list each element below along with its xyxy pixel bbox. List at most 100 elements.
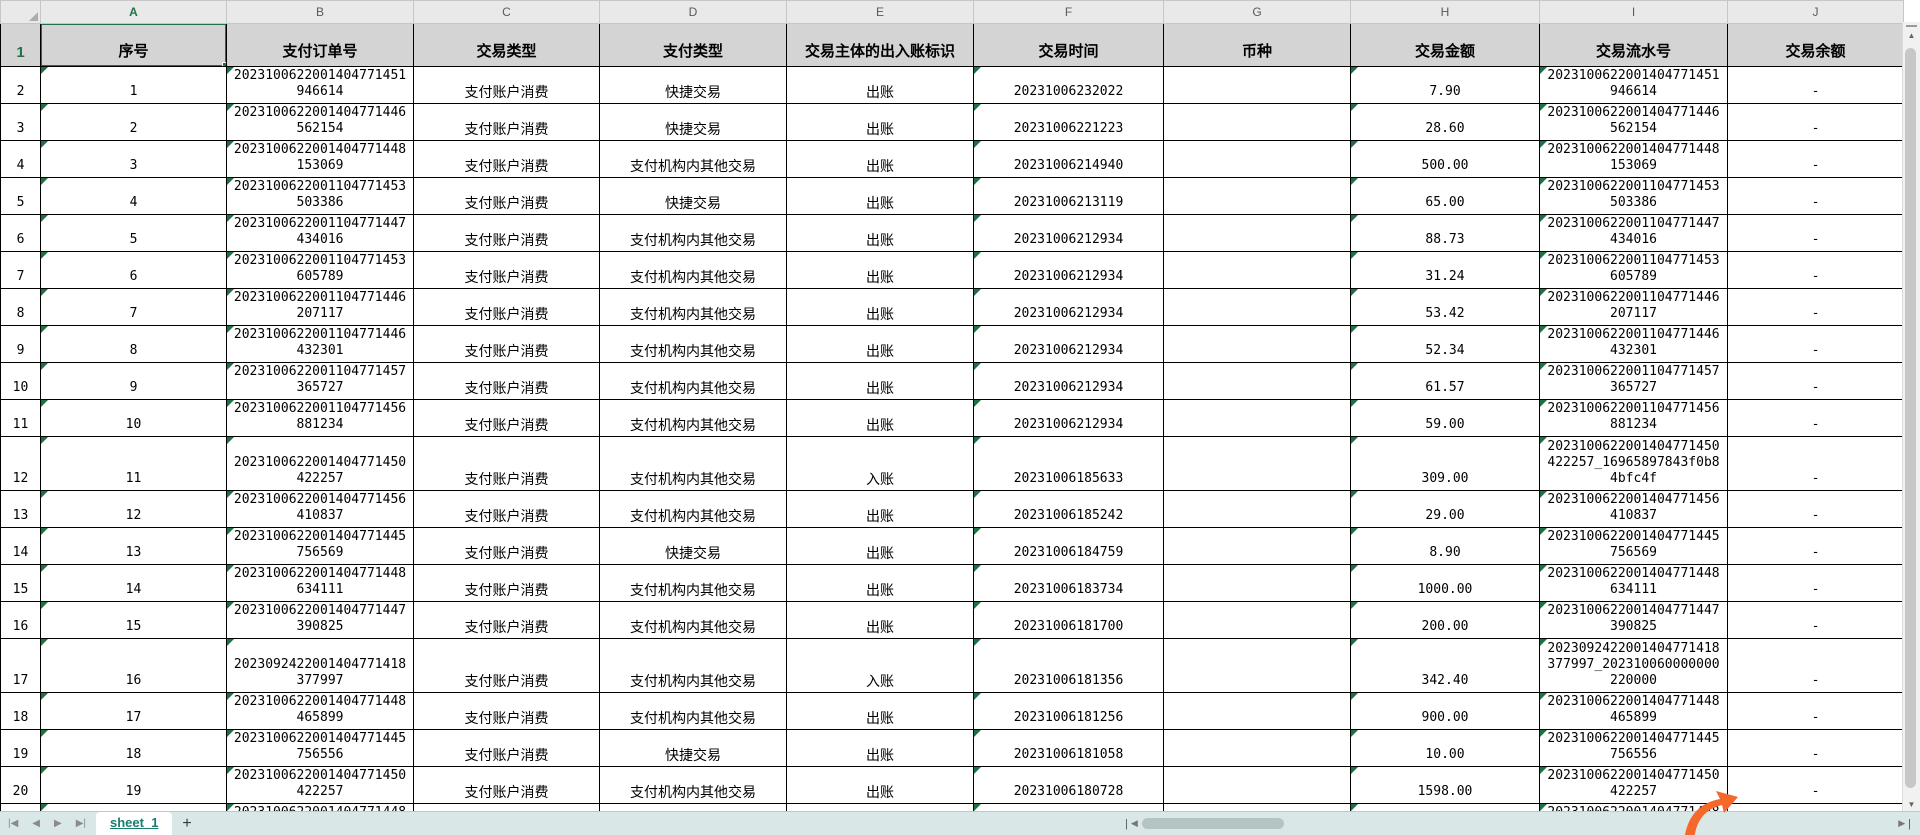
cell-pay-type[interactable]: 支付机构内其他交易: [599, 436, 787, 491]
cell-balance[interactable]: -: [1727, 288, 1904, 326]
col-header-J[interactable]: J: [1727, 0, 1904, 24]
cell-txn-type[interactable]: 支付账户消费: [413, 692, 600, 730]
cell-order-no[interactable]: 2023092422001404771418377997: [226, 638, 414, 693]
cell-order-no[interactable]: 2023100622001104771453503386: [226, 177, 414, 215]
cell-txn-type[interactable]: 支付账户消费: [413, 490, 600, 528]
cell-flow-no[interactable]: 2023100622001404771448634111: [1539, 564, 1728, 602]
header-txn-type[interactable]: 交易类型: [413, 23, 600, 67]
row-number[interactable]: 5: [0, 177, 41, 215]
cell-amount[interactable]: 10.00: [1350, 729, 1540, 767]
cell-flow-no[interactable]: 2023100622001404771450422257: [1539, 766, 1728, 804]
header-flow-no[interactable]: 交易流水号: [1539, 23, 1728, 67]
cell-amount[interactable]: 1000.00: [1350, 564, 1540, 602]
cell-seq[interactable]: 6: [40, 251, 227, 289]
row-number[interactable]: 2: [0, 66, 41, 104]
cell-txn-time[interactable]: 20231006180728: [973, 766, 1164, 804]
cell-pay-type[interactable]: 支付机构内其他交易: [599, 766, 787, 804]
cell-seq[interactable]: 12: [40, 490, 227, 528]
cell-balance[interactable]: -: [1727, 325, 1904, 363]
cell-direction[interactable]: 出账: [786, 399, 974, 437]
cell-order-no[interactable]: 2023100622001404771446562154: [226, 103, 414, 141]
cell-direction[interactable]: 出账: [786, 362, 974, 400]
cell-currency[interactable]: [1163, 399, 1351, 437]
cell-currency[interactable]: [1163, 177, 1351, 215]
cell-seq[interactable]: 10: [40, 399, 227, 437]
cell-txn-type[interactable]: 支付账户消费: [413, 729, 600, 767]
cell-balance[interactable]: -: [1727, 729, 1904, 767]
cell-direction[interactable]: 出账: [786, 251, 974, 289]
cell-txn-type[interactable]: 支付账户消费: [413, 103, 600, 141]
row-number[interactable]: 10: [0, 362, 41, 400]
cell-txn-time[interactable]: 20231006214940: [973, 140, 1164, 178]
cell-amount[interactable]: 65.00: [1350, 177, 1540, 215]
horizontal-scroll-thumb[interactable]: [1141, 818, 1284, 829]
sheet-tab-active[interactable]: sheet_1: [96, 812, 173, 835]
cell-amount[interactable]: 61.57: [1350, 362, 1540, 400]
col-header-D[interactable]: D: [599, 0, 787, 24]
next-sheet-icon[interactable]: ▶: [54, 818, 62, 829]
col-header-A[interactable]: A: [40, 0, 227, 24]
cell-order-no[interactable]: 2023100622001104771453605789: [226, 251, 414, 289]
row-number[interactable]: 9: [0, 325, 41, 363]
cell-flow-no[interactable]: 2023100622001104771453605789: [1539, 251, 1728, 289]
cell-amount[interactable]: 500.00: [1350, 140, 1540, 178]
cell-order-no[interactable]: 2023100622001404771450422257: [226, 436, 414, 491]
cell-direction[interactable]: 出账: [786, 66, 974, 104]
cell-order-no[interactable]: 2023100622001104771446207117: [226, 288, 414, 326]
cell-txn-time[interactable]: 20231006185633: [973, 436, 1164, 491]
cell-seq[interactable]: 14: [40, 564, 227, 602]
col-header-C[interactable]: C: [413, 0, 600, 24]
cell-order-no[interactable]: 2023100622001404771448153069: [226, 140, 414, 178]
cell-balance[interactable]: -: [1727, 66, 1904, 104]
cell-txn-time[interactable]: 20231006181256: [973, 692, 1164, 730]
cell-currency[interactable]: [1163, 601, 1351, 639]
cell-flow-no[interactable]: 2023100622001404771451946614: [1539, 66, 1728, 104]
cell-flow-no[interactable]: 2023100622001404771450422257_16965897843…: [1539, 436, 1728, 491]
cell-order-no[interactable]: 2023100622001404771445756569: [226, 527, 414, 565]
cell-amount[interactable]: 53.42: [1350, 288, 1540, 326]
cell-txn-type[interactable]: 支付账户消费: [413, 638, 600, 693]
row-number[interactable]: 19: [0, 729, 41, 767]
cell-amount[interactable]: 29.00: [1350, 490, 1540, 528]
cell-balance[interactable]: -: [1727, 490, 1904, 528]
cell-currency[interactable]: [1163, 436, 1351, 491]
cell-pay-type[interactable]: 支付机构内其他交易: [599, 490, 787, 528]
cell-order-no[interactable]: 2023100622001404771450422257: [226, 766, 414, 804]
cell-A1-selected[interactable]: 序号: [40, 23, 227, 67]
cell-currency[interactable]: [1163, 362, 1351, 400]
scroll-right-icon[interactable]: ▶: [1898, 818, 1906, 828]
cell-pay-type[interactable]: 支付机构内其他交易: [599, 399, 787, 437]
cell-direction[interactable]: 入账: [786, 436, 974, 491]
cell-flow-no[interactable]: 2023092422001404771418377997_20231006000…: [1539, 638, 1728, 693]
cell-order-no[interactable]: 2023100622001404771448634111: [226, 564, 414, 602]
cell-pay-type[interactable]: 支付机构内其他交易: [599, 214, 787, 252]
row-number[interactable]: 8: [0, 288, 41, 326]
cell-seq[interactable]: 13: [40, 527, 227, 565]
cell-txn-type[interactable]: 支付账户消费: [413, 564, 600, 602]
cell-order-no[interactable]: 2023100622001104771456881234: [226, 399, 414, 437]
cell-txn-type[interactable]: 支付账户消费: [413, 140, 600, 178]
cell-flow-no[interactable]: 2023100622001104771457365727: [1539, 362, 1728, 400]
row-number[interactable]: 12: [0, 436, 41, 491]
cell-flow-no[interactable]: 2023100622001104771456881234: [1539, 399, 1728, 437]
cell-txn-type[interactable]: 支付账户消费: [413, 601, 600, 639]
cell-amount[interactable]: 88.73: [1350, 214, 1540, 252]
header-balance[interactable]: 交易余额: [1727, 23, 1904, 67]
cell-txn-type[interactable]: 支付账户消费: [413, 399, 600, 437]
header-amount[interactable]: 交易金额: [1350, 23, 1540, 67]
cell-seq[interactable]: 17: [40, 692, 227, 730]
cell-pay-type[interactable]: 支付机构内其他交易: [599, 362, 787, 400]
cell-balance[interactable]: -: [1727, 362, 1904, 400]
cell-seq[interactable]: 18: [40, 729, 227, 767]
cell-txn-time[interactable]: 20231006232022: [973, 66, 1164, 104]
header-pay-type[interactable]: 支付类型: [599, 23, 787, 67]
row-number[interactable]: 20: [0, 766, 41, 804]
cell-direction[interactable]: 出账: [786, 140, 974, 178]
cell-balance[interactable]: -: [1727, 564, 1904, 602]
add-sheet-button[interactable]: +: [182, 814, 192, 832]
cell-seq[interactable]: 4: [40, 177, 227, 215]
cell-amount[interactable]: 342.40: [1350, 638, 1540, 693]
cell-direction[interactable]: 出账: [786, 564, 974, 602]
cell-pay-type[interactable]: 支付机构内其他交易: [599, 325, 787, 363]
cell-flow-no[interactable]: 2023100622001104771446207117: [1539, 288, 1728, 326]
